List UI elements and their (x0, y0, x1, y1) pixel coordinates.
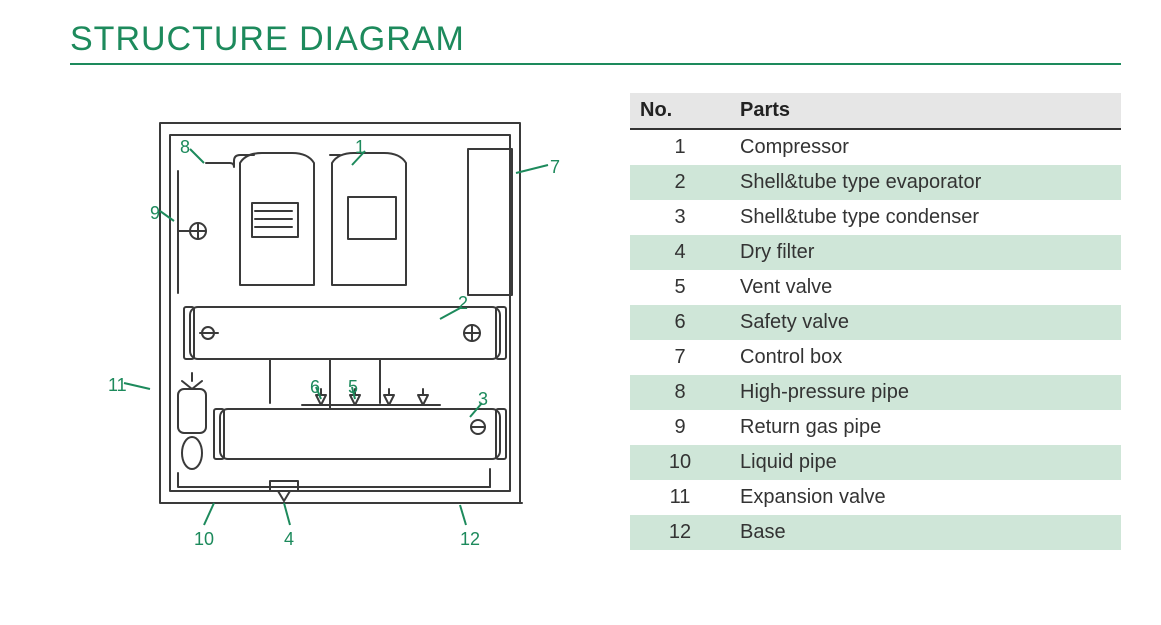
callout-label: 6 (310, 377, 320, 398)
callout-label: 4 (284, 529, 294, 550)
cell-part: Compressor (730, 129, 1121, 165)
callout-label: 5 (348, 377, 358, 398)
cell-no: 12 (630, 515, 730, 550)
callout-label: 11 (108, 375, 127, 396)
table-row: 4Dry filter (630, 235, 1121, 270)
cell-no: 9 (630, 410, 730, 445)
cell-part: Return gas pipe (730, 410, 1121, 445)
cell-no: 1 (630, 129, 730, 165)
cell-part: Safety valve (730, 305, 1121, 340)
callout-label: 3 (478, 389, 488, 410)
header-no: No. (630, 93, 730, 129)
table-row: 5Vent valve (630, 270, 1121, 305)
table-column: No. Parts 1Compressor2Shell&tube type ev… (630, 93, 1121, 550)
callout-label: 8 (180, 137, 190, 158)
diagram-wrap: 123456789101112 (70, 93, 570, 553)
table-row: 9Return gas pipe (630, 410, 1121, 445)
cell-part: Shell&tube type condenser (730, 200, 1121, 235)
cell-part: Liquid pipe (730, 445, 1121, 480)
cell-no: 5 (630, 270, 730, 305)
table-row: 7Control box (630, 340, 1121, 375)
cell-part: High-pressure pipe (730, 375, 1121, 410)
title-block: STRUCTURE DIAGRAM (70, 20, 1121, 65)
cell-part: Control box (730, 340, 1121, 375)
table-row: 2Shell&tube type evaporator (630, 165, 1121, 200)
callout-label: 2 (458, 293, 468, 314)
cell-no: 2 (630, 165, 730, 200)
callout-label: 7 (550, 157, 560, 178)
cell-no: 11 (630, 480, 730, 515)
table-header-row: No. Parts (630, 93, 1121, 129)
header-parts: Parts (730, 93, 1121, 129)
cell-no: 10 (630, 445, 730, 480)
table-row: 8High-pressure pipe (630, 375, 1121, 410)
table-row: 11Expansion valve (630, 480, 1121, 515)
page: STRUCTURE DIAGRAM (0, 0, 1161, 625)
table-row: 1Compressor (630, 129, 1121, 165)
callout-label: 9 (150, 203, 160, 224)
cell-part: Shell&tube type evaporator (730, 165, 1121, 200)
structure-diagram (70, 93, 570, 553)
content-columns: 123456789101112 No. Parts 1Compressor2Sh… (70, 93, 1121, 553)
cell-no: 6 (630, 305, 730, 340)
table-row: 3Shell&tube type condenser (630, 200, 1121, 235)
cell-part: Base (730, 515, 1121, 550)
cell-no: 4 (630, 235, 730, 270)
parts-table: No. Parts 1Compressor2Shell&tube type ev… (630, 93, 1121, 550)
cell-part: Expansion valve (730, 480, 1121, 515)
table-row: 10Liquid pipe (630, 445, 1121, 480)
cell-part: Dry filter (730, 235, 1121, 270)
page-title: STRUCTURE DIAGRAM (70, 20, 1121, 59)
title-rule (70, 63, 1121, 65)
table-row: 6Safety valve (630, 305, 1121, 340)
callout-label: 10 (194, 529, 214, 550)
cell-no: 8 (630, 375, 730, 410)
diagram-column: 123456789101112 (70, 93, 570, 553)
callout-label: 1 (355, 137, 365, 158)
cell-part: Vent valve (730, 270, 1121, 305)
cell-no: 7 (630, 340, 730, 375)
callout-label: 12 (460, 529, 480, 550)
cell-no: 3 (630, 200, 730, 235)
table-row: 12Base (630, 515, 1121, 550)
